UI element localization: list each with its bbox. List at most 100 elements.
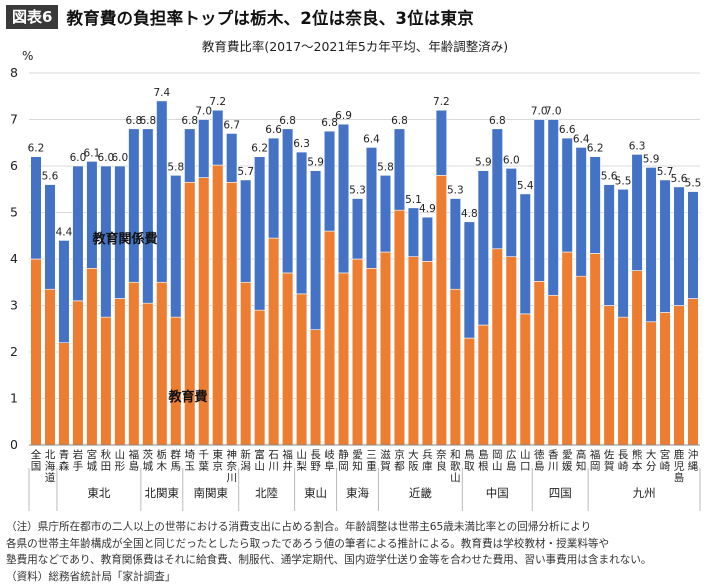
bar-segment-kyoikuhi (393, 209, 406, 446)
data-label: 4.4 (56, 226, 73, 238)
data-label: 6.0 (70, 152, 87, 164)
region-label: 東海 (346, 486, 369, 500)
bar-segment-kyoikuhi (86, 267, 98, 446)
x-tick-label: 川 (226, 472, 237, 484)
y-tick-label: 4 (10, 251, 18, 266)
x-tick-label: 岩 (73, 448, 84, 461)
x-tick-label: 三 (366, 449, 377, 461)
x-tick-label: 全 (31, 448, 42, 461)
data-label: 5.3 (349, 185, 366, 197)
x-tick-label: 根 (478, 460, 489, 473)
x-tick-label: 静 (338, 448, 349, 461)
data-label: 7.0 (195, 106, 212, 118)
x-tick-label: 島 (674, 471, 685, 484)
bar-segment-kyoiku-kankeihi (142, 128, 154, 304)
data-label: 6.8 (391, 115, 408, 127)
bar-segment-kyoiku-kankeihi (645, 167, 657, 323)
bar-segment-kyoiku-kankeihi (435, 109, 447, 176)
region-label: 九州 (633, 486, 656, 500)
bar-segment-kyoiku-kankeihi (365, 147, 378, 269)
x-tick-label: 口 (520, 461, 531, 473)
x-tick-label: 福 (590, 448, 601, 461)
y-axis-unit: % (22, 49, 34, 63)
bar-segment-kyoiku-kankeihi (505, 168, 517, 257)
region-label: 東北 (87, 486, 110, 500)
data-label: 6.8 (489, 115, 506, 127)
bar-segment-kyoikuhi (603, 305, 615, 446)
x-tick-label: 茨 (143, 448, 154, 461)
x-tick-label: 沖 (688, 448, 699, 461)
bar-segment-kyoiku-kankeihi (58, 240, 70, 343)
x-tick-label: 京 (394, 448, 405, 461)
data-label: 6.6 (265, 124, 282, 136)
data-label: 6.2 (28, 143, 45, 155)
bar-segment-kyoiku-kankeihi (463, 221, 475, 339)
region-label: 中国 (486, 486, 509, 500)
data-label: 6.8 (139, 115, 156, 127)
bar-segment-kyoikuhi (282, 272, 294, 446)
x-tick-label: 鹿 (674, 448, 685, 461)
data-label: 5.4 (517, 180, 534, 192)
bar-segment-kyoikuhi (323, 230, 336, 446)
data-label: 5.3 (447, 185, 464, 197)
region-label: 東山 (304, 486, 327, 500)
x-tick-label: 庫 (422, 460, 433, 473)
bar-segment-kyoiku-kankeihi (323, 130, 336, 232)
x-tick-label: 愛 (352, 448, 363, 461)
x-tick-label: 大 (646, 448, 657, 461)
data-label: 5.9 (475, 157, 492, 169)
bar-segment-kyoikuhi (44, 288, 56, 446)
bar-segment-kyoiku-kankeihi (337, 123, 350, 274)
x-tick-label: 香 (548, 449, 559, 461)
bar-segment-kyoiku-kankeihi (449, 198, 461, 290)
x-tick-label: 大 (408, 448, 419, 461)
x-tick-label: 城 (143, 461, 154, 473)
data-label: 7.2 (209, 96, 226, 108)
figure-header: 図表6 教育費の負担率トップは栃木、2位は奈良、3位は東京 (6, 5, 474, 29)
bar-segment-kyoiku-kankeihi (603, 184, 615, 306)
bar-segment-kyoikuhi (72, 300, 84, 446)
bar-segment-kyoikuhi (645, 321, 657, 446)
x-tick-label: 賀 (604, 461, 615, 473)
x-tick-label: 広 (506, 448, 517, 461)
bar-segment-kyoiku-kankeihi (184, 128, 196, 183)
x-tick-label: 川 (268, 461, 279, 473)
figure-title: 教育費の負担率トップは栃木、2位は奈良、3位は東京 (66, 9, 474, 28)
bar-segment-kyoikuhi (240, 281, 252, 446)
data-label: 6.3 (293, 138, 310, 150)
series-annotation-kyoiku-kankeihi: 教育関係費 (91, 231, 157, 247)
x-tick-label: 島 (129, 460, 140, 473)
bar-segment-kyoikuhi (226, 181, 238, 446)
bar-segment-kyoikuhi (254, 309, 266, 446)
bar-segment-kyoiku-kankeihi (240, 179, 252, 283)
bar-segment-kyoiku-kankeihi (519, 193, 531, 315)
x-tick-label: 宮 (87, 448, 98, 461)
bar-segment-kyoikuhi (617, 316, 629, 446)
x-tick-label: 岡 (590, 461, 601, 473)
bar-segment-kyoikuhi (407, 256, 420, 446)
bar-segment-kyoikuhi (142, 302, 154, 446)
data-label: 6.4 (363, 133, 380, 145)
bar-segment-kyoikuhi (659, 312, 671, 446)
bar-segment-kyoikuhi (505, 256, 517, 446)
footnote-line: 各県の世帯主年齢構成が全国と同じだったとしたら取ったであろう値の筆者による推計に… (6, 537, 610, 550)
bar-segment-kyoikuhi (128, 281, 140, 446)
bar-segment-kyoikuhi (687, 298, 699, 446)
region-label: 北陸 (255, 486, 278, 500)
bar-segment-kyoiku-kankeihi (659, 179, 671, 313)
region-label: 南関東 (193, 486, 228, 500)
bar-segment-kyoiku-kankeihi (128, 128, 140, 283)
data-label: 6.7 (223, 119, 240, 131)
x-tick-label: 道 (45, 471, 56, 484)
bar-segment-kyoiku-kankeihi (44, 184, 56, 290)
x-tick-label: 都 (394, 461, 405, 473)
bar-segment-kyoiku-kankeihi (295, 151, 308, 295)
x-tick-label: 佐 (604, 448, 615, 461)
data-label: 6.0 (112, 152, 129, 164)
data-label: 4.9 (419, 203, 436, 215)
bar-segment-kyoikuhi (421, 261, 434, 446)
bar-segment-kyoikuhi (533, 281, 545, 446)
x-tick-label: 城 (87, 461, 98, 473)
data-label: 6.9 (335, 110, 352, 122)
bar-segment-kyoikuhi (100, 316, 112, 446)
